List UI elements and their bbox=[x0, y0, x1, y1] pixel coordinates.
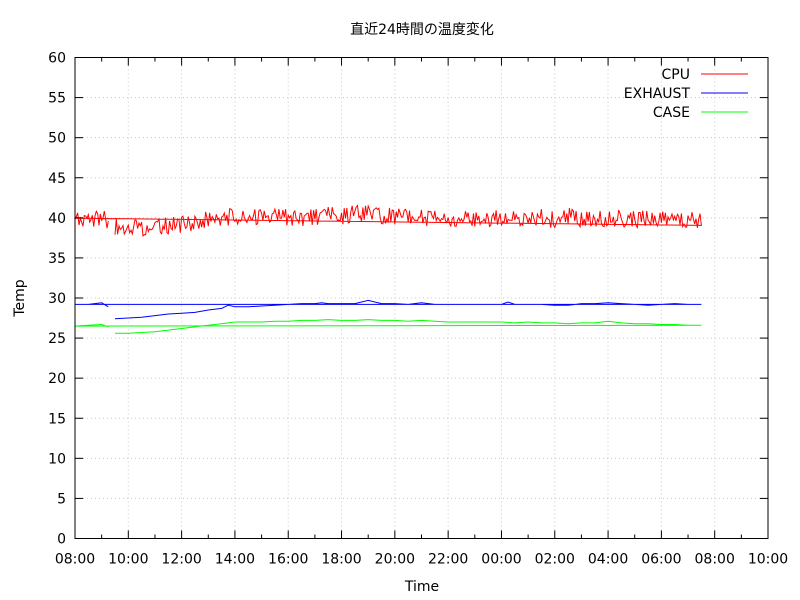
series-lines bbox=[73, 204, 702, 334]
y-tick-label: 15 bbox=[48, 411, 66, 427]
x-tick-label: 02:00 bbox=[535, 552, 575, 568]
y-tick-labels: 0 5 10 15 20 25 30 35 40 45 50 55 60 bbox=[48, 51, 66, 548]
series-line-case bbox=[74, 319, 702, 334]
legend-label-cpu: CPU bbox=[662, 67, 690, 83]
chart-title: 直近24時間の温度変化 bbox=[350, 21, 494, 38]
x-tick-label: 10:00 bbox=[748, 552, 788, 568]
y-tick-label: 60 bbox=[48, 51, 66, 67]
x-tick-label: 08:00 bbox=[695, 552, 735, 568]
legend-label-case: CASE bbox=[653, 105, 690, 121]
x-tick-label: 12:00 bbox=[161, 552, 201, 568]
y-tick-label: 5 bbox=[57, 491, 66, 507]
x-tick-labels: 08:00 10:00 12:00 14:00 16:00 18:00 20:00 22:00… bbox=[55, 552, 788, 568]
x-tick-label: 10:00 bbox=[108, 552, 148, 568]
y-tick-label: 55 bbox=[48, 91, 66, 107]
series-line-cpu bbox=[73, 204, 702, 237]
x-tick-label: 20:00 bbox=[375, 552, 415, 568]
y-tick-label: 35 bbox=[48, 251, 66, 267]
series-line-exhaust bbox=[75, 299, 702, 320]
y-tick-label: 50 bbox=[48, 131, 66, 147]
legend-label-exhaust: EXHAUST bbox=[624, 86, 691, 102]
y-tick-label: 45 bbox=[48, 171, 66, 187]
x-tick-label: 00:00 bbox=[481, 552, 521, 568]
x-tick-label: 18:00 bbox=[321, 552, 361, 568]
y-tick-label: 40 bbox=[48, 211, 66, 227]
legend: CPU EXHAUST CASE bbox=[624, 67, 748, 121]
x-tick-label: 16:00 bbox=[268, 552, 308, 568]
y-tick-label: 25 bbox=[48, 331, 66, 347]
y-axis-label: Temp bbox=[12, 279, 28, 317]
x-tick-label: 22:00 bbox=[428, 552, 468, 568]
axis-ticks bbox=[74, 57, 769, 539]
x-axis-label: Time bbox=[404, 579, 439, 595]
x-tick-label: 08:00 bbox=[55, 552, 95, 568]
y-tick-label: 10 bbox=[48, 451, 66, 467]
x-tick-label: 06:00 bbox=[641, 552, 681, 568]
y-tick-label: 0 bbox=[57, 532, 66, 548]
x-tick-label: 14:00 bbox=[215, 552, 255, 568]
y-tick-label: 20 bbox=[48, 371, 66, 387]
grid-lines bbox=[75, 57, 768, 539]
x-tick-label: 04:00 bbox=[588, 552, 628, 568]
y-tick-label: 30 bbox=[48, 291, 66, 307]
